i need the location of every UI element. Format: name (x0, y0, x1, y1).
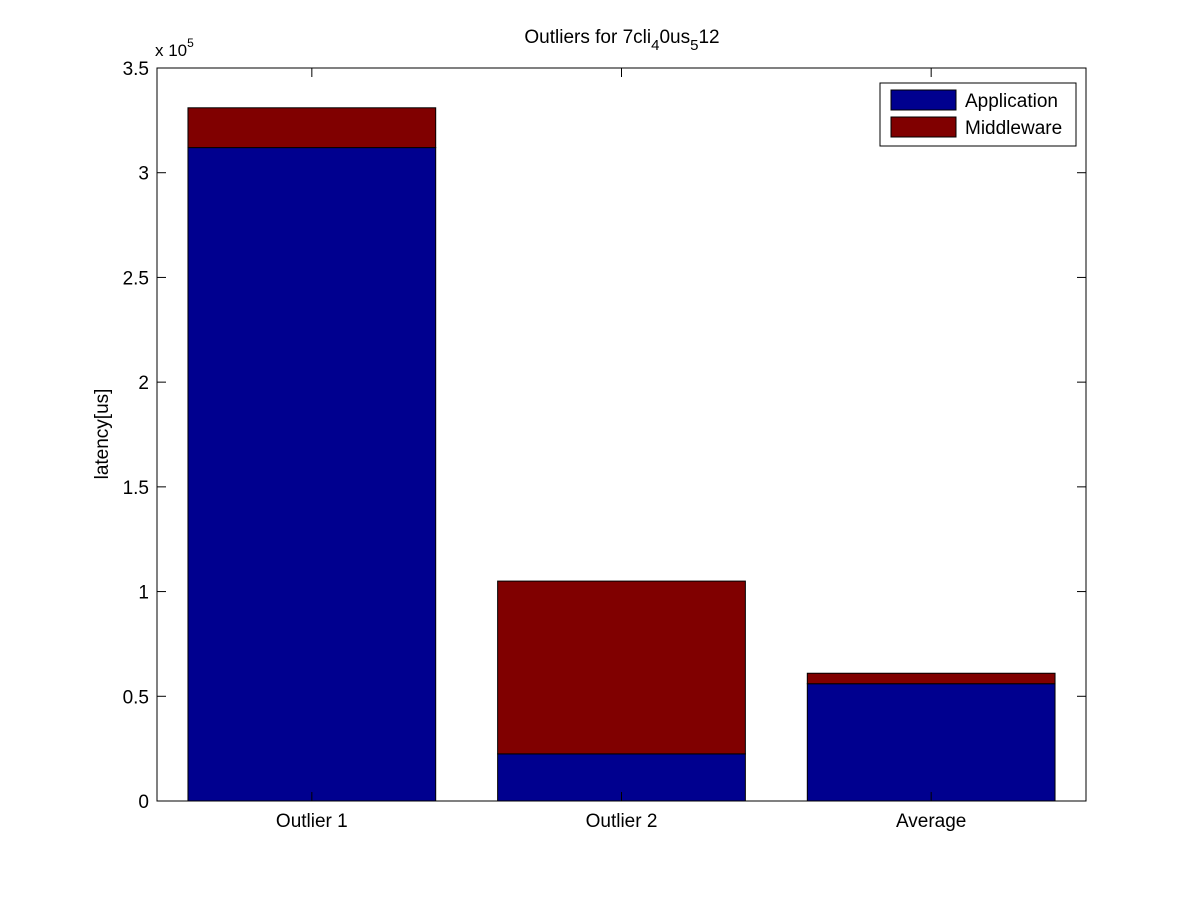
chart-title: Outliers for 7cli40us512 (524, 27, 719, 54)
plot-area-frame (156, 67, 1087, 802)
y-axis-label: latency[us] (92, 389, 113, 480)
legend-label-application: Application (965, 91, 1058, 112)
bar-middleware-outlier-2 (497, 580, 746, 755)
y-tick-label: 2 (138, 373, 149, 394)
title-subscript-1: 4 (651, 37, 659, 54)
legend-label-middleware: Middleware (965, 118, 1062, 139)
legend-swatch-middleware (890, 116, 957, 138)
bars-layer (187, 107, 1056, 802)
y-tick-label: 1 (138, 583, 149, 604)
x-tick-label: Average (896, 811, 966, 832)
x-tick-label: Outlier 2 (586, 811, 658, 832)
title-suffix: 12 (698, 27, 719, 48)
y-tick-label: 3 (138, 164, 149, 185)
legend-swatch-application (890, 89, 957, 111)
bar-middleware-outlier-1 (187, 107, 437, 149)
y-tick-label: 3.5 (123, 59, 149, 80)
legend: Application Middleware (879, 82, 1077, 147)
title-subscript-2: 5 (690, 37, 698, 54)
y-tick-label: 0 (138, 792, 149, 813)
title-middle: 0us (659, 27, 690, 48)
exponent-base: x 10 (155, 41, 187, 60)
y-tick-label: 1.5 (123, 478, 149, 499)
x-tick-label: Outlier 1 (276, 811, 348, 832)
bar-middleware-average (806, 672, 1056, 685)
bar-application-average (806, 683, 1056, 802)
ticks-layer: 0 0.5 1 1.5 2 2.5 3 3.5 Outlier 1 Outlier 2 Averag… (123, 59, 1086, 832)
title-prefix: Outliers for 7cli (524, 27, 651, 48)
exponent-power: 5 (187, 36, 194, 50)
bar-application-outlier-1 (187, 147, 437, 802)
y-tick-label: 2.5 (123, 268, 149, 289)
y-tick-label: 0.5 (123, 687, 149, 708)
y-axis-exponent-label: x 105 (155, 36, 194, 60)
